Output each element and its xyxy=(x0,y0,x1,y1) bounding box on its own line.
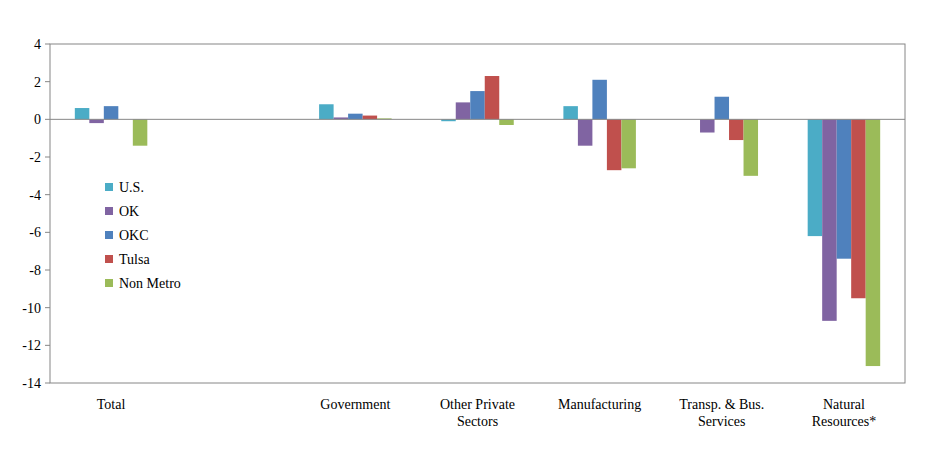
y-tick-label: 0 xyxy=(34,112,41,127)
y-tick xyxy=(45,270,50,271)
bar xyxy=(715,97,730,120)
legend-label: Non Metro xyxy=(119,276,181,291)
y-tick xyxy=(45,232,50,233)
bar xyxy=(822,119,837,321)
legend-swatch xyxy=(105,231,113,239)
y-tick xyxy=(45,307,50,308)
legend-label: Tulsa xyxy=(119,252,150,267)
bar xyxy=(470,91,485,119)
y-tick-label: -4 xyxy=(29,188,41,203)
y-tick xyxy=(45,44,50,45)
legend: U.S. OK OKC Tulsa Non Metro xyxy=(105,180,181,291)
bar xyxy=(319,104,334,119)
x-tick-label: Government xyxy=(320,397,390,412)
x-tick-label: Manufacturing xyxy=(558,397,641,412)
y-tick-label: -6 xyxy=(29,225,41,240)
bar xyxy=(592,80,607,120)
y-tick-label: 2 xyxy=(34,75,41,90)
x-tick-label: NaturalResources* xyxy=(812,397,877,429)
x-tick-label: Transp. & Bus.Services xyxy=(679,397,764,429)
bar xyxy=(75,108,90,119)
bar xyxy=(729,119,744,140)
y-tick xyxy=(45,81,50,82)
bar xyxy=(499,119,514,125)
y-tick xyxy=(45,119,50,120)
bar xyxy=(837,119,852,258)
bar xyxy=(89,119,104,123)
legend-label: OK xyxy=(119,204,139,219)
bar xyxy=(485,76,500,119)
bar xyxy=(700,119,715,132)
bar xyxy=(851,119,866,298)
legend-swatch xyxy=(105,255,113,263)
y-tick xyxy=(45,383,50,384)
x-tick-label: Total xyxy=(97,397,126,412)
x-tick-label: Other PrivateSectors xyxy=(440,397,515,429)
legend-swatch xyxy=(105,183,113,191)
plot-frame xyxy=(50,44,905,383)
y-tick-label: 4 xyxy=(34,37,41,52)
zero-line xyxy=(50,119,905,120)
bar xyxy=(866,119,881,366)
bar xyxy=(133,119,148,145)
y-tick-label: -8 xyxy=(29,263,41,278)
bar xyxy=(456,102,471,119)
bar xyxy=(363,116,378,120)
y-tick-label: -12 xyxy=(22,338,41,353)
chart-container: -14 -12 -10 -8 -6 -4 -2 0 2 4 Total Government Other… xyxy=(0,0,925,458)
y-tick-label: -14 xyxy=(22,376,41,391)
legend-label: U.S. xyxy=(119,180,144,195)
y-tick xyxy=(45,194,50,195)
bar xyxy=(744,119,759,176)
legend-swatch xyxy=(105,279,113,287)
y-tick-label: -10 xyxy=(22,301,41,316)
y-tick xyxy=(45,345,50,346)
bar xyxy=(104,106,119,119)
legend-label: OKC xyxy=(119,228,149,243)
bar xyxy=(621,119,636,168)
y-tick xyxy=(45,157,50,158)
bar xyxy=(348,114,363,120)
chart-svg: -14 -12 -10 -8 -6 -4 -2 0 2 4 Total Government Other… xyxy=(0,0,925,458)
y-tick-label: -2 xyxy=(29,150,41,165)
bar xyxy=(578,119,593,145)
bar xyxy=(607,119,622,170)
bar xyxy=(808,119,823,236)
bar xyxy=(563,106,578,119)
legend-swatch xyxy=(105,207,113,215)
